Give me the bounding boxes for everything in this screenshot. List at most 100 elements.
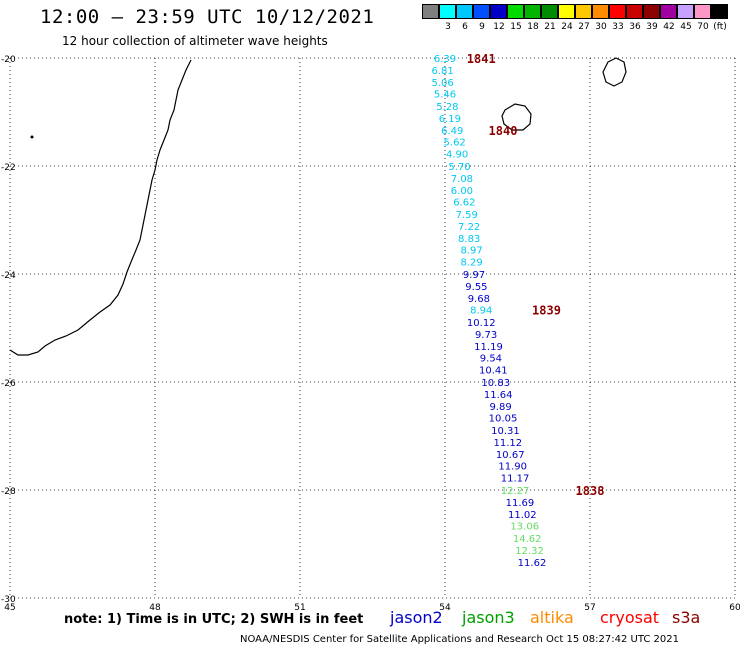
swh-value: 11.19 <box>474 342 503 353</box>
graticule <box>9 57 736 599</box>
color-scale-label: 39 <box>646 22 658 32</box>
color-swatch <box>558 4 575 19</box>
color-scale-label: 6 <box>462 22 468 32</box>
lon-tick-label: 45 <box>4 603 15 613</box>
chart-title: 12:00 – 23:59 UTC 10/12/2021 <box>40 6 375 28</box>
swh-value: 9.89 <box>489 402 511 413</box>
swh-value: 6.19 <box>439 114 461 125</box>
swh-value: 12.32 <box>515 546 544 557</box>
swh-value: 13.06 <box>510 522 539 533</box>
color-swatch <box>541 4 558 19</box>
lon-tick-label: 48 <box>149 603 161 613</box>
color-scale-label: 33 <box>612 22 624 32</box>
swh-value: 11.17 <box>501 474 530 485</box>
color-scale-label: 27 <box>578 22 590 32</box>
reunion-island <box>501 103 532 131</box>
swh-value: 9.54 <box>480 354 502 365</box>
legend-cryosat: cryosat <box>600 608 660 627</box>
swh-value: 5.62 <box>444 138 466 149</box>
swh-value: 5.06 <box>431 78 453 89</box>
swh-value: 10.83 <box>481 378 510 389</box>
pass-number: 1840 <box>489 124 518 138</box>
swh-value: 10.31 <box>491 426 520 437</box>
mauritius-island <box>602 57 627 87</box>
swh-value: 10.41 <box>479 366 508 377</box>
lat-tick-label: -30 <box>1 595 16 605</box>
axis-labels: 45 48 51 54 57 60 -20 -22 -24 -26 -28 -30 <box>1 55 740 613</box>
swh-value: 6.49 <box>441 126 463 137</box>
swh-value: 9.97 <box>463 270 485 281</box>
madagascar-coast <box>9 59 192 356</box>
swh-value: 7.08 <box>451 174 473 185</box>
swh-value: 6.39 <box>434 54 456 65</box>
color-scale-label: 36 <box>629 22 641 32</box>
lat-tick-label: -26 <box>1 379 16 389</box>
swh-value: 8.83 <box>458 234 480 245</box>
swh-observations: 6.396.815.065.465.286.196.495.624.905.70… <box>431 54 546 569</box>
color-swatch <box>626 4 643 19</box>
legend-altika: altika <box>530 608 574 627</box>
color-swatch <box>524 4 541 19</box>
swh-value: 7.59 <box>456 210 478 221</box>
color-swatch <box>490 4 507 19</box>
swh-value: 11.02 <box>508 510 537 521</box>
swh-value: 10.67 <box>496 450 525 461</box>
pass-number: 1839 <box>532 304 561 318</box>
swh-value: 4.90 <box>446 150 468 161</box>
color-swatch <box>711 4 728 19</box>
color-swatch <box>422 4 439 19</box>
color-scale-label: 9 <box>479 22 485 32</box>
swh-value: 6.00 <box>451 186 473 197</box>
color-scale-label: 3 <box>445 22 451 32</box>
lon-tick-label: 54 <box>439 603 451 613</box>
color-scale-label: 42 <box>663 22 675 32</box>
legend-jason2: jason2 <box>390 608 443 627</box>
swh-value: 8.97 <box>460 246 482 257</box>
color-swatch <box>592 4 609 19</box>
swh-value: 8.94 <box>470 306 492 317</box>
credit-line: NOAA/NESDIS Center for Satellite Applica… <box>240 634 679 645</box>
color-swatch <box>507 4 524 19</box>
swh-value: 5.70 <box>448 162 470 173</box>
color-scale-label: 70 <box>697 22 709 32</box>
swh-value: 11.90 <box>498 462 527 473</box>
swh-value: 7.22 <box>458 222 480 233</box>
lat-tick-label: -28 <box>1 487 16 497</box>
swh-value: 11.12 <box>494 438 523 449</box>
swh-value: 5.28 <box>436 102 458 113</box>
chart-subtitle: 12 hour collection of altimeter wave hei… <box>62 34 328 48</box>
color-scale-label: 24 <box>561 22 573 32</box>
lon-tick-label: 51 <box>294 603 305 613</box>
pass-number: 1841 <box>467 52 496 66</box>
swh-value: 11.62 <box>518 558 547 569</box>
color-scale-label: 15 <box>510 22 522 32</box>
pass-labels: 1841 1840 1839 1838 <box>467 52 605 498</box>
color-swatch <box>643 4 660 19</box>
swh-value: 8.29 <box>460 258 482 269</box>
color-scale-label: 30 <box>595 22 607 32</box>
lat-tick-label: -24 <box>1 271 16 281</box>
lat-tick-label: -22 <box>1 163 16 173</box>
pass-number: 1838 <box>576 484 605 498</box>
swh-value: 10.05 <box>489 414 518 425</box>
footnote: note: 1) Time is in UTC; 2) SWH is in fe… <box>64 612 364 627</box>
islet-dot <box>30 135 34 139</box>
swh-value: 11.69 <box>506 498 535 509</box>
color-scale-label: 12 <box>493 22 505 32</box>
color-scale-label: (ft) <box>713 22 727 32</box>
lon-tick-label: 57 <box>584 603 595 613</box>
color-swatch <box>439 4 456 19</box>
coastline <box>9 57 627 356</box>
color-swatch <box>456 4 473 19</box>
lat-tick-label: -20 <box>1 55 16 65</box>
color-scale-label: 21 <box>544 22 556 32</box>
swh-value: 9.68 <box>468 294 490 305</box>
swh-value: 10.12 <box>467 318 496 329</box>
color-swatch <box>677 4 694 19</box>
swh-value: 11.64 <box>484 390 513 401</box>
swh-value: 9.55 <box>465 282 487 293</box>
lon-tick-label: 60 <box>729 603 740 613</box>
swh-value: 9.73 <box>475 330 497 341</box>
swh-value: 12.27 <box>501 486 530 497</box>
